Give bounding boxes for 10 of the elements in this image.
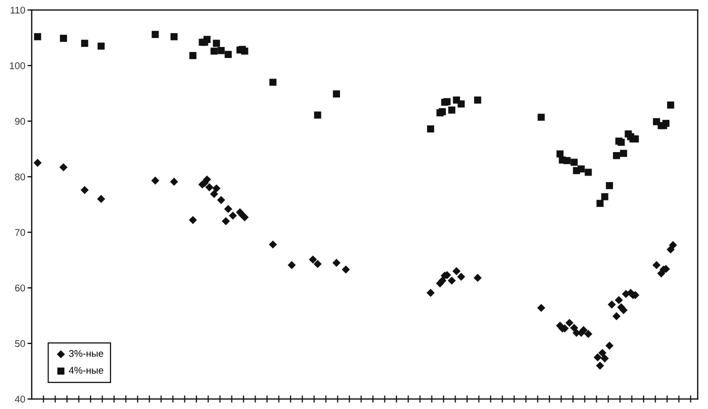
y-tick-label: 80: [15, 173, 26, 180]
y-tick-label: 40: [14, 396, 26, 403]
y-tick-label: 100: [10, 62, 26, 70]
y-tick-label: 60: [15, 284, 26, 292]
y-tick-label: 90: [15, 118, 26, 125]
legend-label: 3%-ные: [69, 350, 104, 357]
y-tick-label: 50: [15, 340, 26, 348]
legend-label: 4%-ные: [68, 366, 104, 374]
y-tick-label: 70: [15, 229, 26, 236]
y-tick-label: 110: [10, 6, 26, 14]
